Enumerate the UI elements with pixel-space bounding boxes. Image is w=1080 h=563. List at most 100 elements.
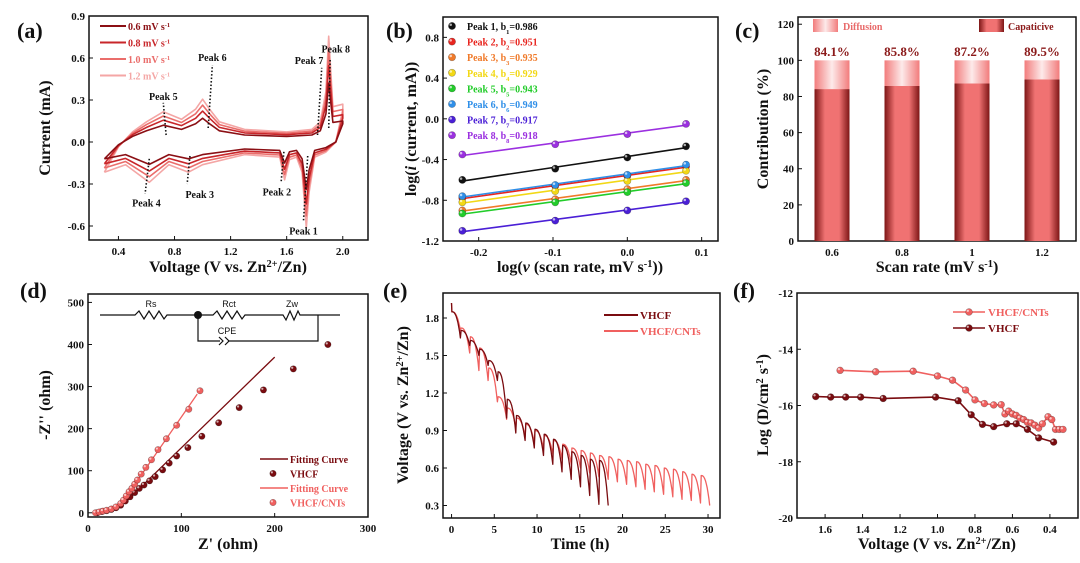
x-tick-label: -0.1 — [544, 247, 561, 259]
data-point — [1059, 425, 1067, 434]
x-tick-label: 1.2 — [1035, 247, 1049, 259]
data-point — [879, 394, 887, 403]
data-point — [173, 421, 181, 429]
data-point — [980, 399, 989, 408]
data-point-highlight — [1025, 419, 1028, 423]
data-point-highlight — [459, 207, 463, 211]
legend-marker-highlight — [449, 132, 452, 136]
data-point — [682, 197, 690, 206]
data-point-highlight — [236, 405, 240, 408]
data-point — [967, 411, 975, 419]
data-point-highlight — [1051, 439, 1054, 443]
fit-line — [462, 179, 687, 212]
data-point-highlight — [1021, 417, 1024, 420]
x-tick-label: -0.2 — [470, 247, 488, 259]
peak-label: Peak 5 — [149, 92, 178, 103]
legend-marker — [448, 115, 456, 124]
data-point — [623, 153, 632, 162]
data-point — [551, 140, 560, 149]
legend-label: VHCF/CNTs — [988, 307, 1049, 319]
data-point — [623, 206, 632, 215]
data-point-highlight — [624, 207, 628, 211]
data-point-highlight — [132, 481, 135, 485]
data-point-highlight — [1017, 415, 1020, 419]
circuit-wire — [197, 315, 220, 342]
x-tick-label: 10 — [532, 524, 544, 536]
x-tick-label: 1.2 — [893, 524, 907, 536]
data-point — [812, 392, 820, 401]
data-point-highlight — [683, 143, 687, 147]
data-point-highlight — [109, 506, 112, 510]
data-point — [154, 446, 162, 454]
data-point-highlight — [950, 377, 953, 381]
data-point-highlight — [93, 510, 96, 513]
data-point — [551, 181, 560, 189]
bar-capacitive — [1024, 79, 1060, 242]
x-axis-title: Time (h) — [551, 536, 610, 553]
x-tick-label: 1 — [969, 247, 975, 259]
y-axis-title: Log (D/cm2 s-1) — [755, 354, 773, 456]
x-tick-label: 1.4 — [856, 524, 870, 536]
y-tick-label: -1.2 — [422, 236, 440, 248]
data-point-highlight — [991, 402, 994, 405]
bar-data-label: 84.1% — [814, 44, 850, 59]
data-point-highlight — [1049, 417, 1052, 420]
data-point — [159, 466, 167, 474]
panel-a: (a) -0.6 -0.3 0.0 0.3 0.6 0.9 0.4 0.8 1.2 1.6 2.0 Vo… — [17, 11, 369, 277]
data-point-highlight — [459, 199, 463, 203]
legend-marker-highlight — [449, 23, 452, 26]
data-point — [184, 444, 192, 452]
data-point — [196, 387, 204, 395]
data-point-highlight — [963, 387, 966, 391]
legend-marker — [448, 100, 456, 108]
data-point — [682, 120, 690, 128]
data-point-highlight — [683, 177, 687, 180]
data-point-highlight — [624, 189, 628, 193]
data-point — [551, 164, 560, 173]
data-point — [1048, 415, 1056, 424]
panel-label: (e) — [383, 278, 407, 303]
data-point-highlight — [166, 460, 170, 464]
data-point-highlight — [118, 501, 121, 504]
peak-marker-line — [302, 155, 309, 221]
data-point — [458, 209, 467, 218]
x-axis-title: Z' (ohm) — [198, 536, 258, 553]
peak-label: Peak 2 — [263, 187, 292, 198]
circuit-label-zw: Zw — [286, 299, 298, 309]
bar-capacitive — [884, 86, 920, 241]
fitting-curve — [97, 356, 276, 514]
data-point — [458, 150, 467, 159]
x-tick-label: 1.0 — [931, 524, 945, 536]
data-point — [623, 170, 632, 179]
data-point — [137, 470, 145, 478]
data-point — [146, 477, 154, 485]
legend-marker — [448, 22, 456, 30]
data-point — [836, 366, 844, 375]
x-axis-title: Voltage (V vs. Zn2+/Zn) — [149, 259, 307, 277]
y-tick-label: -0.6 — [68, 221, 86, 233]
data-point-highlight — [624, 154, 628, 158]
x-tick-label: 0.4 — [1043, 524, 1057, 536]
x-tick-label: 0.4 — [112, 246, 126, 258]
y-tick-label: 0.6 — [71, 53, 85, 65]
data-point — [948, 376, 957, 384]
data-point — [259, 386, 267, 394]
peak-label: Peak 4 — [132, 199, 161, 210]
y-tick-label: -0.3 — [68, 179, 86, 191]
data-point — [1023, 425, 1032, 434]
data-point-highlight — [683, 168, 687, 171]
data-point — [871, 368, 880, 376]
data-point-highlight — [552, 182, 556, 186]
peak-label: Peak 3 — [185, 190, 214, 201]
data-point — [551, 216, 560, 225]
x-axis-title: Voltage (V vs. Zn2+/Zn) — [858, 536, 1016, 554]
legend-label: Peak 1, b1=0.986 — [467, 22, 538, 36]
data-point — [198, 432, 206, 440]
y-tick-label: 80 — [783, 91, 795, 103]
panel-label: (b) — [386, 18, 413, 43]
peak-marker-line — [207, 64, 214, 129]
data-point — [909, 367, 917, 375]
legend-swatch-diffusion — [813, 19, 838, 32]
legend-label: VHCF/CNTs — [640, 326, 701, 338]
legend-marker-highlight — [449, 39, 452, 42]
